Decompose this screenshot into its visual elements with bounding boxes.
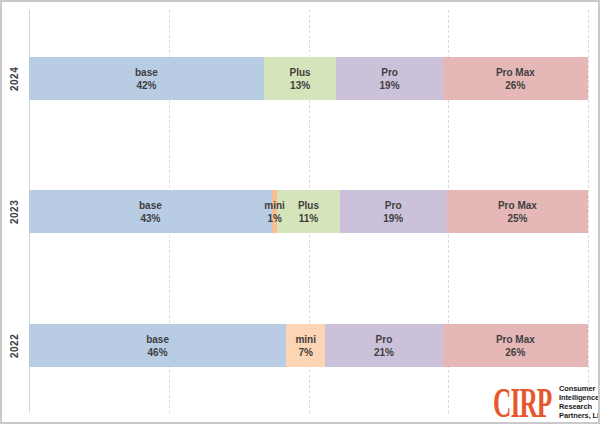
bar-segment-base: base42% bbox=[29, 57, 264, 100]
segment-label: base42% bbox=[135, 66, 158, 92]
segment-label: base43% bbox=[139, 199, 162, 225]
segment-value: 7% bbox=[295, 346, 316, 359]
segment-name: base bbox=[135, 66, 158, 79]
cirp-logo-text: ConsumerIntelligenceResearchPartners, LL… bbox=[559, 384, 600, 420]
gridline-100 bbox=[588, 10, 589, 413]
segment-name: base bbox=[139, 199, 162, 212]
bar-segment-pro: Pro21% bbox=[325, 324, 442, 367]
segment-value: 42% bbox=[135, 79, 158, 92]
segment-name: Pro Max bbox=[498, 199, 537, 212]
segment-name: Plus bbox=[290, 66, 311, 79]
bar-segment-mini: mini7% bbox=[286, 324, 325, 367]
cirp-logo: CIRP ConsumerIntelligenceResearchPartner… bbox=[495, 383, 597, 421]
segment-name: Pro bbox=[374, 333, 394, 346]
year-label-2022: 2022 bbox=[5, 324, 23, 367]
logo-text-line: Intelligence bbox=[559, 393, 600, 402]
segment-value: 21% bbox=[374, 346, 394, 359]
segment-name: Pro bbox=[383, 199, 403, 212]
segment-name: Pro bbox=[380, 66, 400, 79]
plot-area: base42%Plus13%Pro19%Pro Max26%base43%min… bbox=[29, 10, 588, 413]
segment-name: Pro Max bbox=[496, 333, 535, 346]
bar-row-2023: base43% mini1% Plus11% Pro19% Pro Max25% bbox=[29, 190, 588, 233]
segment-value: 43% bbox=[139, 212, 162, 225]
bar-segment-pro-max: Pro Max26% bbox=[443, 324, 588, 367]
segment-value: 11% bbox=[298, 212, 319, 225]
bar-segment-pro-max: Pro Max25% bbox=[447, 190, 588, 233]
bar-segment-pro-max: Pro Max26% bbox=[443, 57, 588, 100]
cirp-logo-mark: CIRP bbox=[493, 382, 551, 424]
bar-segment-pro: Pro19% bbox=[340, 190, 447, 233]
segment-label: Pro Max26% bbox=[496, 333, 535, 359]
segment-value: 19% bbox=[383, 212, 403, 225]
bar-segment-pro: Pro19% bbox=[336, 57, 442, 100]
segment-label: Pro Max26% bbox=[496, 66, 535, 92]
segment-name: Plus bbox=[298, 199, 319, 212]
segment-value: 19% bbox=[380, 79, 400, 92]
bar-segment-base: base46% bbox=[29, 324, 286, 367]
segment-value: 13% bbox=[290, 79, 311, 92]
segment-name: mini bbox=[295, 333, 316, 346]
segment-label: Pro19% bbox=[383, 199, 403, 225]
segment-name: mini bbox=[264, 199, 285, 212]
segment-label: Plus11% bbox=[298, 199, 319, 225]
logo-text-line: Consumer bbox=[559, 384, 600, 393]
segment-label: Plus13% bbox=[290, 66, 311, 92]
bar-segment-base: base43% bbox=[29, 190, 272, 233]
segment-value: 26% bbox=[496, 79, 535, 92]
bar-segment-plus: Plus11% bbox=[277, 190, 339, 233]
segment-label: Pro Max25% bbox=[498, 199, 537, 225]
bar-row-2022: base46% mini7% Pro21% Pro Max26% bbox=[29, 324, 588, 367]
segment-value: 1% bbox=[264, 212, 285, 225]
segment-label: Pro21% bbox=[374, 333, 394, 359]
segment-label: base46% bbox=[146, 333, 169, 359]
year-label-2024: 2024 bbox=[5, 57, 23, 100]
segment-value: 26% bbox=[496, 346, 535, 359]
bar-row-2024: base42% Plus13% Pro19% Pro Max26% bbox=[29, 57, 588, 100]
logo-text-line: Partners, LLC bbox=[559, 411, 600, 420]
segment-label: Pro19% bbox=[380, 66, 400, 92]
segment-name: base bbox=[146, 333, 169, 346]
segment-value: 46% bbox=[146, 346, 169, 359]
segment-label: mini1% bbox=[264, 199, 285, 225]
bar-segment-plus: Plus13% bbox=[264, 57, 337, 100]
segment-value: 25% bbox=[498, 212, 537, 225]
year-label-2023: 2023 bbox=[5, 190, 23, 233]
segment-name: Pro Max bbox=[496, 66, 535, 79]
segment-label: mini7% bbox=[295, 333, 316, 359]
logo-text-line: Research bbox=[559, 402, 600, 411]
